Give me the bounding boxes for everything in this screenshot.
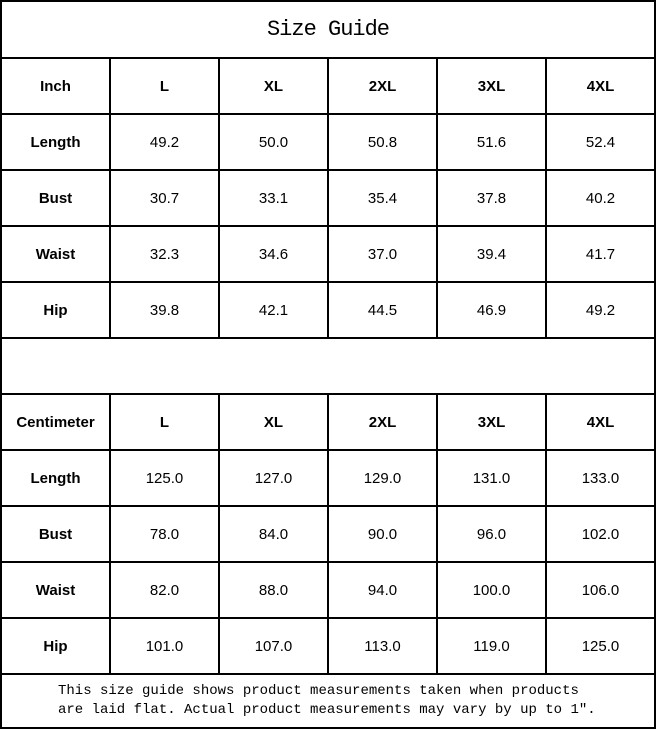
measurement-value: 39.8: [109, 281, 220, 339]
measurement-value: 37.0: [327, 225, 438, 283]
measurement-value: 113.0: [327, 617, 438, 675]
measurement-value: 101.0: [109, 617, 220, 675]
spacer-row: [0, 337, 656, 395]
row-label: Length: [0, 113, 111, 171]
measurement-value: 90.0: [327, 505, 438, 563]
size-header: 4XL: [545, 393, 656, 451]
measurement-value: 106.0: [545, 561, 656, 619]
size-header: 3XL: [436, 57, 547, 115]
measurement-value: 39.4: [436, 225, 547, 283]
measurement-value: 78.0: [109, 505, 220, 563]
inch-header-row: Inch L XL 2XL 3XL 4XL: [0, 57, 656, 115]
measurement-value: 33.1: [218, 169, 329, 227]
footer-note: This size guide shows product measuremen…: [0, 673, 656, 729]
measurement-value: 50.0: [218, 113, 329, 171]
size-header: XL: [218, 57, 329, 115]
centimeter-header-row: Centimeter L XL 2XL 3XL 4XL: [0, 393, 656, 451]
measurement-value: 37.8: [436, 169, 547, 227]
measurement-value: 46.9: [436, 281, 547, 339]
measurement-value: 125.0: [109, 449, 220, 507]
size-header: 2XL: [327, 57, 438, 115]
measurement-value: 30.7: [109, 169, 220, 227]
measurement-value: 129.0: [327, 449, 438, 507]
measurement-value: 35.4: [327, 169, 438, 227]
spacer: [0, 337, 656, 395]
measurement-value: 49.2: [109, 113, 220, 171]
measurement-value: 125.0: [545, 617, 656, 675]
measurement-value: 94.0: [327, 561, 438, 619]
measurement-value: 41.7: [545, 225, 656, 283]
unit-header-centimeter: Centimeter: [0, 393, 111, 451]
measurement-value: 44.5: [327, 281, 438, 339]
measurement-value: 131.0: [436, 449, 547, 507]
table-row: Waist 32.3 34.6 37.0 39.4 41.7: [0, 225, 656, 283]
title-row: Size Guide: [0, 0, 656, 59]
row-label: Hip: [0, 617, 111, 675]
measurement-value: 51.6: [436, 113, 547, 171]
measurement-value: 50.8: [327, 113, 438, 171]
measurement-value: 88.0: [218, 561, 329, 619]
table-row: Hip 39.8 42.1 44.5 46.9 49.2: [0, 281, 656, 339]
measurement-value: 96.0: [436, 505, 547, 563]
footer-note-line2: are laid flat. Actual product measuremen…: [58, 702, 596, 718]
table-row: Bust 78.0 84.0 90.0 96.0 102.0: [0, 505, 656, 563]
table-row: Hip 101.0 107.0 113.0 119.0 125.0: [0, 617, 656, 675]
measurement-value: 40.2: [545, 169, 656, 227]
measurement-value: 107.0: [218, 617, 329, 675]
footer-row: This size guide shows product measuremen…: [0, 673, 656, 729]
row-label: Length: [0, 449, 111, 507]
table-row: Length 49.2 50.0 50.8 51.6 52.4: [0, 113, 656, 171]
size-header: 4XL: [545, 57, 656, 115]
table-row: Bust 30.7 33.1 35.4 37.8 40.2: [0, 169, 656, 227]
measurement-value: 102.0: [545, 505, 656, 563]
table-row: Waist 82.0 88.0 94.0 100.0 106.0: [0, 561, 656, 619]
row-label: Waist: [0, 225, 111, 283]
measurement-value: 34.6: [218, 225, 329, 283]
measurement-value: 133.0: [545, 449, 656, 507]
size-header: XL: [218, 393, 329, 451]
size-guide-title: Size Guide: [0, 0, 656, 59]
footer-note-line1: This size guide shows product measuremen…: [58, 683, 579, 699]
measurement-value: 52.4: [545, 113, 656, 171]
unit-header-inch: Inch: [0, 57, 111, 115]
row-label: Hip: [0, 281, 111, 339]
size-header: L: [109, 393, 220, 451]
table-row: Length 125.0 127.0 129.0 131.0 133.0: [0, 449, 656, 507]
size-header: L: [109, 57, 220, 115]
measurement-value: 49.2: [545, 281, 656, 339]
size-header: 3XL: [436, 393, 547, 451]
measurement-value: 127.0: [218, 449, 329, 507]
measurement-value: 32.3: [109, 225, 220, 283]
measurement-value: 100.0: [436, 561, 547, 619]
row-label: Bust: [0, 169, 111, 227]
row-label: Waist: [0, 561, 111, 619]
measurement-value: 82.0: [109, 561, 220, 619]
measurement-value: 42.1: [218, 281, 329, 339]
size-header: 2XL: [327, 393, 438, 451]
measurement-value: 119.0: [436, 617, 547, 675]
row-label: Bust: [0, 505, 111, 563]
measurement-value: 84.0: [218, 505, 329, 563]
